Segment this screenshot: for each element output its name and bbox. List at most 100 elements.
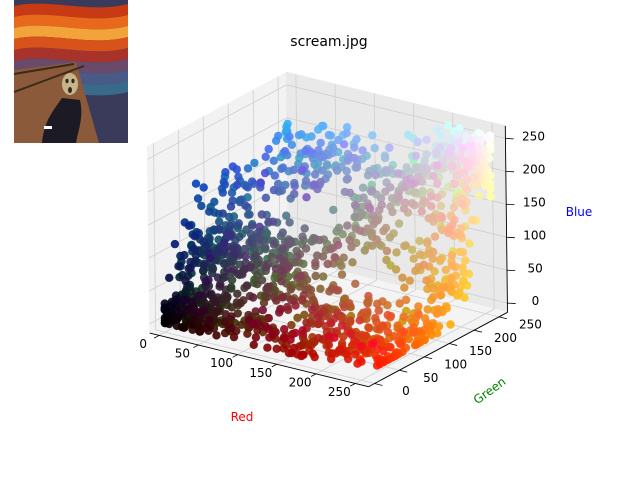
data-point — [454, 137, 464, 146]
data-point — [226, 202, 236, 211]
data-point — [300, 224, 309, 233]
data-point — [315, 235, 324, 245]
sky-band — [14, 25, 128, 41]
z-tick-label: 0 — [532, 294, 540, 308]
x-axis-label: Red — [231, 410, 254, 424]
figure-eye — [71, 78, 75, 84]
data-point — [284, 348, 294, 358]
data-point — [337, 345, 346, 354]
data-point — [228, 162, 238, 171]
data-point — [172, 315, 181, 325]
z-tick-label: 150 — [523, 195, 546, 209]
data-point — [386, 183, 395, 192]
data-point — [436, 255, 445, 264]
data-point — [263, 282, 272, 291]
data-point — [286, 295, 296, 304]
data-point — [437, 225, 447, 235]
data-point — [399, 327, 408, 336]
data-point — [429, 247, 438, 257]
data-point — [371, 170, 380, 180]
data-point — [306, 285, 316, 295]
data-point — [340, 302, 349, 312]
y-tick-label: 100 — [444, 358, 467, 372]
data-point — [267, 252, 276, 262]
data-point — [327, 354, 336, 364]
data-point — [428, 254, 437, 263]
data-point — [467, 216, 477, 225]
data-point — [385, 143, 394, 152]
x-tick-label: 100 — [210, 356, 233, 370]
data-point — [437, 213, 447, 222]
data-point — [481, 181, 491, 191]
data-point — [394, 219, 404, 228]
data-point — [314, 333, 323, 343]
data-points — [160, 119, 495, 370]
data-point — [422, 135, 431, 144]
data-point — [215, 217, 224, 226]
data-point — [444, 148, 453, 158]
data-point — [443, 121, 453, 130]
data-point — [205, 207, 214, 216]
z-tick-label: 100 — [523, 228, 546, 242]
data-point — [294, 159, 303, 169]
data-point — [286, 335, 295, 344]
data-point — [291, 301, 300, 310]
data-point — [383, 328, 393, 337]
data-point — [279, 344, 288, 353]
data-point — [301, 244, 311, 253]
data-point — [318, 166, 327, 175]
y-tick — [474, 329, 483, 333]
data-point — [423, 305, 432, 314]
data-point — [461, 256, 470, 265]
data-point — [323, 259, 332, 269]
tick-marks — [153, 138, 516, 387]
data-point — [422, 276, 431, 285]
data-point — [165, 273, 174, 282]
data-point — [223, 264, 232, 274]
data-point — [269, 240, 279, 249]
data-point — [311, 258, 320, 267]
data-point — [446, 135, 455, 145]
data-point — [225, 212, 234, 222]
data-point — [357, 209, 367, 219]
data-point — [382, 246, 392, 256]
data-point — [411, 151, 421, 161]
y-tick — [498, 316, 507, 320]
data-point — [218, 188, 227, 197]
data-point — [462, 185, 472, 194]
data-point — [423, 239, 432, 248]
data-point — [381, 153, 390, 163]
data-point — [420, 156, 429, 165]
data-point — [279, 333, 288, 342]
data-point — [256, 178, 265, 187]
data-point — [326, 131, 336, 140]
y-tick — [424, 356, 433, 360]
data-point — [291, 328, 300, 338]
data-point — [404, 334, 413, 344]
data-point — [324, 340, 334, 350]
data-point — [382, 255, 391, 265]
sky-band — [14, 3, 128, 19]
data-point — [269, 185, 279, 195]
data-point — [432, 149, 441, 159]
data-point — [227, 188, 237, 197]
x-tick-label: 50 — [175, 347, 190, 361]
data-point — [285, 218, 294, 227]
figure-eye — [65, 78, 69, 84]
data-point — [401, 241, 410, 250]
data-point — [316, 284, 325, 293]
data-point — [245, 210, 254, 219]
data-point — [296, 271, 306, 281]
data-point — [363, 224, 372, 233]
data-point — [180, 295, 190, 305]
data-point — [339, 332, 348, 341]
data-point — [253, 279, 262, 289]
sky-band — [14, 47, 128, 63]
y-tick-label: 200 — [494, 331, 517, 345]
data-point — [385, 233, 395, 242]
data-point — [286, 285, 295, 294]
data-point — [298, 295, 307, 304]
data-point — [277, 277, 286, 286]
data-point — [368, 131, 377, 140]
